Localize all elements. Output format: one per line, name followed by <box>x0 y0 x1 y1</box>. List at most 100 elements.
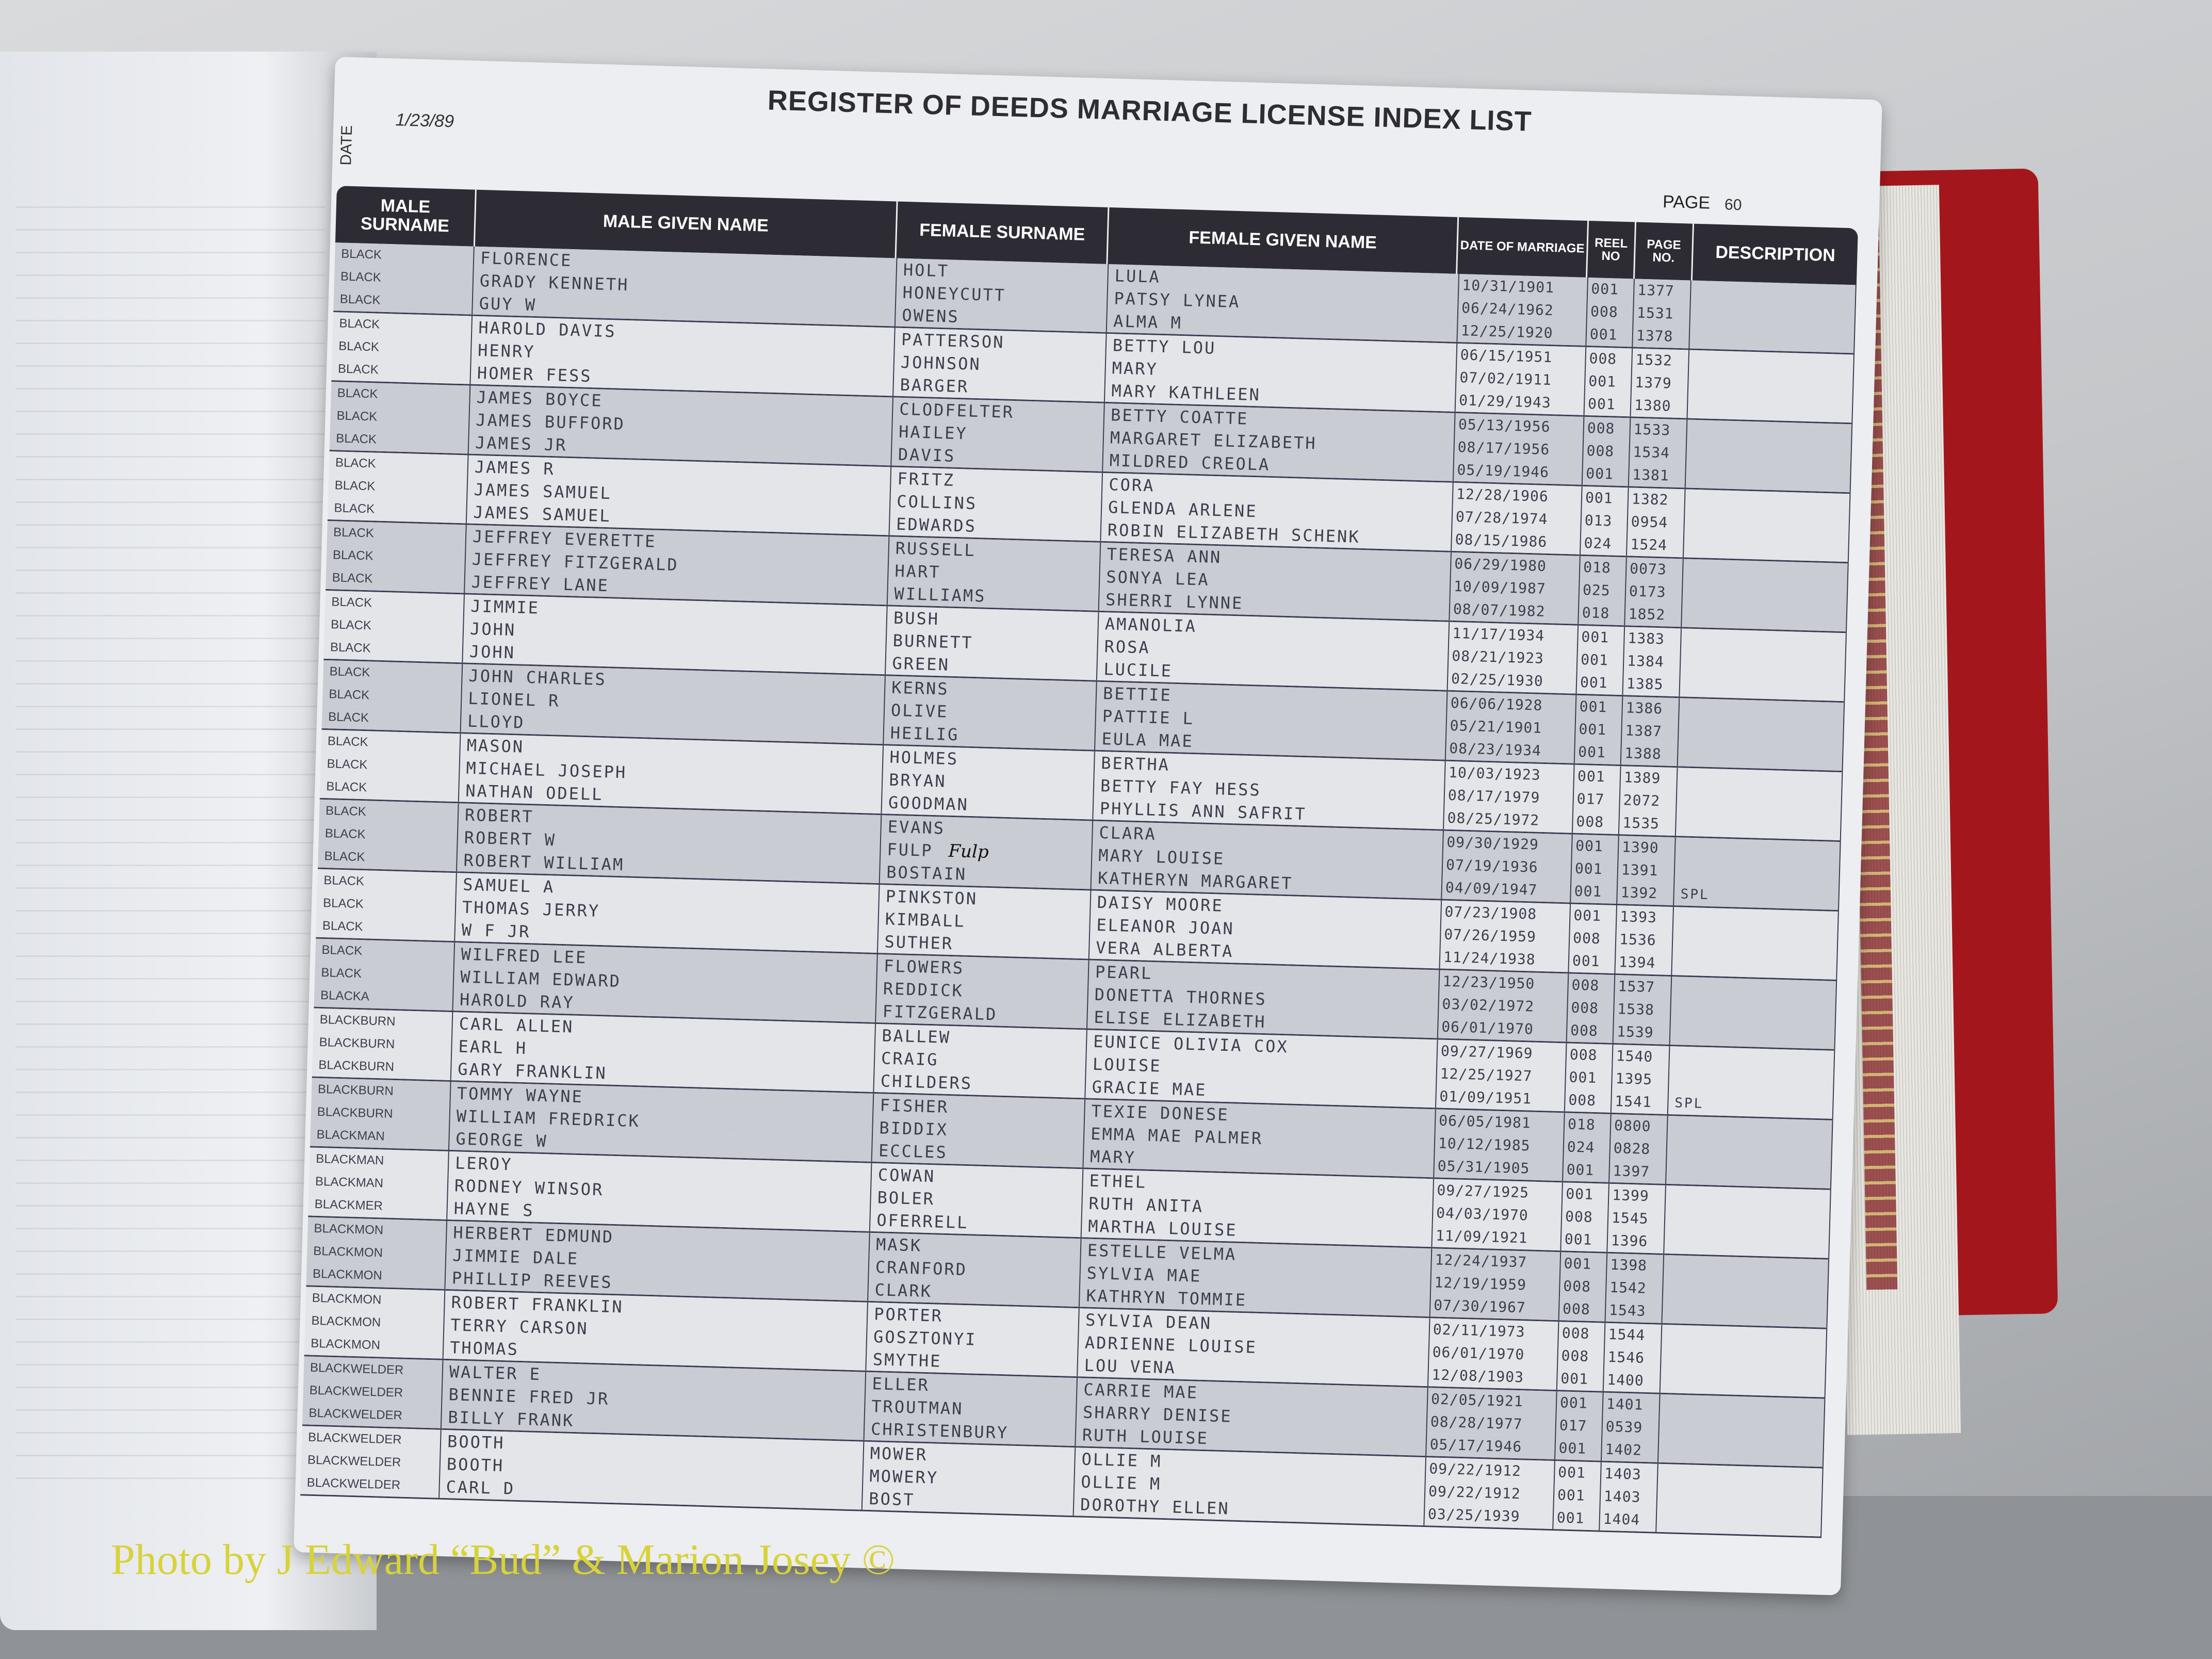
female-given-name-text: ROBIN ELIZABETH SCHENK <box>1107 520 1361 547</box>
male-surname-text: BLACK <box>321 965 362 981</box>
female-surname-text: FLOWERS <box>883 956 965 978</box>
cell-reel-no: 001 <box>1553 1506 1601 1531</box>
reel-no-text: 008 <box>1563 1277 1591 1295</box>
marriage-date-text: 12/24/1937 <box>1435 1251 1527 1271</box>
col-reel-no: REEL NO <box>1587 220 1637 279</box>
marriage-date-text: 12/08/1903 <box>1432 1366 1524 1386</box>
female-given-name-text: BETTY FAY HESS <box>1100 775 1262 800</box>
page-no-text: 1385 <box>1626 675 1664 693</box>
cell-marriage-date: 12/25/1927 <box>1437 1062 1567 1089</box>
reel-no-text: 008 <box>1562 1300 1591 1318</box>
female-given-name-text: EMMA MAE PALMER <box>1090 1124 1263 1149</box>
female-surname-text: TROUTMAN <box>871 1396 964 1419</box>
cell-reel-no: 001 <box>1574 740 1622 765</box>
female-surname-text: OFERRELL <box>876 1210 969 1233</box>
male-surname-text: BLACK <box>339 292 381 307</box>
cell-marriage-date: 12/08/1903 <box>1428 1363 1558 1390</box>
cell-marriage-date: 04/09/1947 <box>1442 876 1572 903</box>
cell-male-surname: BLACK <box>324 590 465 617</box>
cell-marriage-date: 08/21/1923 <box>1448 644 1578 671</box>
female-surname-text: CRAIG <box>881 1048 939 1070</box>
male-given-name-text: WILLIAM FREDRICK <box>456 1106 641 1131</box>
reel-no-text: 001 <box>1580 673 1608 692</box>
marriage-date-text: 08/21/1923 <box>1451 647 1544 667</box>
reel-no-text: 008 <box>1561 1347 1589 1365</box>
female-given-name-text: CLARA <box>1099 822 1157 844</box>
cell-page-no: 1381 <box>1629 463 1686 488</box>
cell-male-surname: BLACKMON <box>305 1287 446 1313</box>
cell-male-surname: BLACKMAN <box>309 1147 449 1174</box>
cell-male-surname: BLACKBURN <box>312 1053 452 1081</box>
cell-page-no: 1533 <box>1630 418 1688 443</box>
cell-male-surname: BLACKBURN <box>313 1008 453 1035</box>
reel-no-text: 001 <box>1589 326 1618 344</box>
cell-reel-no: 001 <box>1574 765 1621 789</box>
cell-reel-no: 017 <box>1573 787 1621 812</box>
cell-page-no: 1388 <box>1621 742 1679 767</box>
cell-description <box>1687 395 1853 423</box>
date-value: 1/23/89 <box>395 110 454 132</box>
cell-marriage-date: 08/15/1986 <box>1452 528 1582 555</box>
page-no-text: 1378 <box>1636 327 1673 345</box>
female-surname-text: BIDDIX <box>879 1118 949 1140</box>
cell-reel-no: 008 <box>1585 347 1633 371</box>
page-no-text: 1399 <box>1612 1186 1650 1205</box>
handwritten-correction: Fulp <box>948 840 989 863</box>
reel-no-text: 001 <box>1587 395 1616 413</box>
male-surname-text: BLACK <box>340 247 382 262</box>
marriage-date-text: 02/05/1921 <box>1430 1390 1524 1410</box>
cell-page-no: 1537 <box>1615 974 1672 1000</box>
male-given-name-text: JIMMIE <box>470 596 540 618</box>
page-no-text: 1531 <box>1636 304 1674 322</box>
marriage-date-text: 07/30/1967 <box>1433 1296 1526 1316</box>
female-surname-text: ECCLES <box>878 1141 948 1162</box>
page-no-text: 1403 <box>1604 1465 1642 1483</box>
cell-description <box>1685 465 1851 493</box>
male-surname-text: BLACK <box>337 362 379 377</box>
male-given-name-text: JOHN CHARLES <box>468 665 607 690</box>
male-surname-text: BLACKWELDER <box>306 1475 401 1492</box>
cell-reel-no: 024 <box>1581 531 1628 556</box>
female-given-name-text: CORA <box>1108 475 1155 496</box>
reel-no-text: 008 <box>1570 1021 1599 1040</box>
female-given-name-text: ALMA M <box>1113 311 1183 333</box>
female-given-name-text: ELEANOR JOAN <box>1096 915 1235 939</box>
page-no-text: 0073 <box>1629 560 1667 578</box>
male-surname-text: BLACK <box>326 779 367 795</box>
marriage-date-text: 10/03/1923 <box>1448 763 1541 784</box>
female-given-name-text: RUTH LOUISE <box>1082 1425 1209 1449</box>
cell-description <box>1672 952 1838 980</box>
reel-no-text: 017 <box>1576 790 1605 808</box>
cell-male-surname: BLACKWELDER <box>301 1449 441 1475</box>
cell-marriage-date: 06/05/1981 <box>1435 1109 1565 1136</box>
cell-male-surname: BLACK <box>329 451 469 478</box>
cell-reel-no: 008 <box>1562 1205 1609 1229</box>
cell-page-no: 1403 <box>1600 1485 1658 1509</box>
cell-reel-no: 001 <box>1556 1391 1604 1416</box>
marriage-date-text: 09/22/1912 <box>1428 1460 1522 1480</box>
marriage-date-text: 08/17/1956 <box>1457 438 1550 459</box>
page-no-text: 1544 <box>1608 1325 1646 1344</box>
male-surname-text: BLACKMAN <box>316 1127 385 1144</box>
reel-no-text: 008 <box>1571 976 1600 995</box>
page-no-text: 1387 <box>1625 722 1663 740</box>
cell-reel-no: 017 <box>1556 1414 1603 1438</box>
page-no-text: 1390 <box>1621 838 1660 857</box>
female-surname-text: MOWERY <box>869 1466 939 1488</box>
female-given-name-text: GRACIE MAE <box>1092 1077 1207 1100</box>
cell-page-no: 1384 <box>1623 649 1681 674</box>
page-no-text: 1383 <box>1628 629 1665 648</box>
page-no-text: 1403 <box>1603 1487 1641 1506</box>
female-surname-text: BARGER <box>900 375 969 397</box>
cell-reel-no: 001 <box>1585 369 1632 394</box>
page-no-text: 1380 <box>1634 396 1672 415</box>
reel-no-text: 001 <box>1573 906 1602 925</box>
marriage-date-text: 07/26/1959 <box>1443 925 1537 946</box>
reel-no-text: 017 <box>1559 1417 1587 1435</box>
cell-page-no: 1379 <box>1631 371 1689 396</box>
cell-male-surname: BLACKBURN <box>311 1078 451 1105</box>
cell-male-surname: BLACKMER <box>308 1193 448 1219</box>
cell-male-surname: BLACK <box>320 752 461 779</box>
male-surname-text: BLACKMER <box>314 1197 383 1213</box>
male-given-name-text: JEFFREY EVERETTE <box>472 526 657 551</box>
